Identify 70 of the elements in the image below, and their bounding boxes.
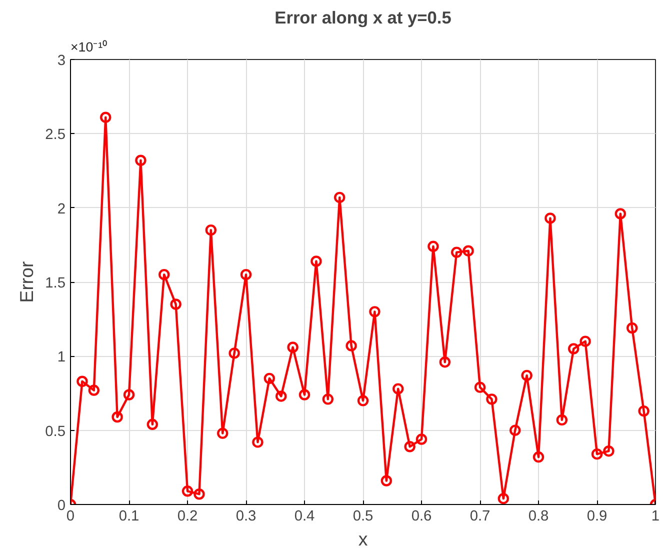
point bbox=[112, 411, 123, 423]
y-tick-label: 2 bbox=[57, 201, 66, 218]
y-tick-label: 3 bbox=[57, 53, 66, 69]
point bbox=[580, 336, 591, 347]
point bbox=[404, 441, 416, 452]
point bbox=[638, 405, 650, 417]
point bbox=[451, 246, 462, 258]
point bbox=[310, 256, 322, 267]
point bbox=[217, 428, 228, 439]
point bbox=[498, 492, 509, 504]
point bbox=[380, 475, 392, 486]
x-tick-label: 0.8 bbox=[528, 508, 549, 524]
y-tick-label: 1.5 bbox=[45, 276, 66, 292]
point bbox=[591, 448, 603, 460]
point bbox=[322, 394, 334, 405]
point bbox=[334, 192, 346, 204]
point bbox=[474, 382, 486, 393]
point bbox=[626, 322, 638, 334]
text: ×10⁻¹⁰ bbox=[70, 40, 108, 54]
y-tick-label: 0.5 bbox=[45, 424, 66, 440]
x-tick-label: 0.5 bbox=[352, 508, 374, 524]
y-tick-label: 1 bbox=[57, 350, 66, 366]
x-tick-label: 0.6 bbox=[411, 508, 432, 524]
point bbox=[276, 390, 287, 402]
y-axis-title: Error bbox=[16, 261, 38, 303]
point bbox=[123, 389, 135, 400]
point bbox=[158, 268, 170, 280]
y-tick-label: 0 bbox=[57, 498, 66, 514]
point bbox=[544, 212, 556, 224]
point bbox=[135, 154, 146, 166]
point bbox=[170, 298, 182, 310]
chart-title: Error along x at y=0.5 bbox=[274, 8, 452, 28]
point bbox=[486, 394, 498, 405]
x-tick-label: 0.9 bbox=[586, 508, 608, 524]
point bbox=[205, 224, 216, 236]
point bbox=[146, 418, 158, 430]
point bbox=[614, 208, 626, 220]
point bbox=[194, 488, 205, 500]
x-tick-label: 0.2 bbox=[177, 508, 198, 524]
point bbox=[298, 389, 310, 400]
x-axis-title: x bbox=[358, 528, 368, 550]
x-tick-label: 0.3 bbox=[236, 508, 256, 524]
point bbox=[416, 434, 428, 445]
point bbox=[568, 343, 580, 354]
x-tick-label: 0.4 bbox=[294, 508, 315, 524]
point bbox=[521, 370, 532, 382]
point bbox=[439, 356, 450, 368]
point bbox=[556, 414, 568, 426]
point bbox=[346, 340, 357, 352]
point bbox=[369, 306, 380, 318]
point bbox=[240, 268, 252, 280]
point bbox=[228, 348, 240, 359]
point bbox=[532, 451, 544, 463]
point bbox=[182, 486, 194, 497]
point bbox=[603, 446, 614, 457]
point bbox=[392, 383, 404, 394]
x-tick-label: 0.7 bbox=[470, 508, 490, 524]
point bbox=[264, 372, 275, 384]
x-tick-label: 1 bbox=[651, 508, 660, 524]
point bbox=[76, 376, 88, 387]
x-tick-label: 0.1 bbox=[118, 508, 140, 524]
point bbox=[462, 245, 474, 256]
point bbox=[88, 384, 100, 396]
point bbox=[510, 424, 521, 436]
point bbox=[100, 112, 112, 123]
point bbox=[252, 436, 264, 448]
point bbox=[287, 342, 298, 353]
y-tick-label: 2.5 bbox=[45, 127, 66, 144]
point bbox=[357, 395, 369, 406]
point bbox=[428, 240, 439, 252]
